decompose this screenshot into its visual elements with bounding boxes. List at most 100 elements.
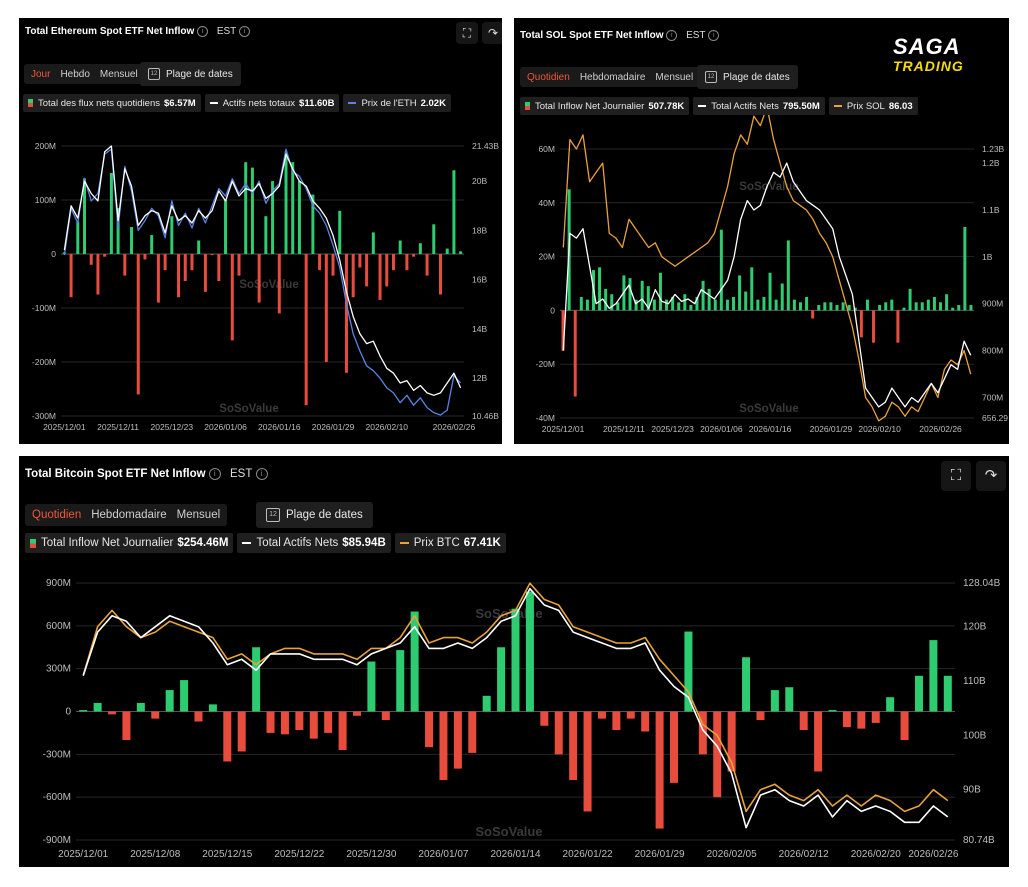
legend-value: $85.94B <box>342 537 386 549</box>
x-tick-label: 2026/01/06 <box>700 424 743 434</box>
flow-bar <box>738 275 742 311</box>
y2-tick-label: 656.29 <box>982 413 1008 423</box>
legend-item-assets[interactable]: Total Actifs Nets $85.94B <box>237 533 391 553</box>
gold-line-icon <box>833 105 842 107</box>
flow-bar <box>814 711 823 772</box>
legend-value: $11.60B <box>299 97 335 109</box>
flow-bar <box>719 229 723 311</box>
legend-item-price[interactable]: Prix de l'ETH 2.02K <box>343 94 451 112</box>
flow-bar <box>266 711 275 733</box>
flow-bar <box>865 299 869 311</box>
legend-item-flow[interactable]: Total Inflow Net Journalier $254.46M <box>25 533 234 553</box>
panel-title: Total Bitcoin Spot ETF Net Inflow i EST … <box>25 468 268 480</box>
flow-bar <box>926 299 930 311</box>
flow-bar <box>371 232 375 254</box>
x-tick-label: 2025/12/15 <box>202 849 252 860</box>
flow-bar <box>641 711 650 732</box>
flow-bar <box>93 702 102 712</box>
flow-bar <box>655 711 664 829</box>
tab-monthly[interactable]: Mensuel <box>176 509 221 521</box>
tab-week[interactable]: Hebdo <box>60 68 90 80</box>
x-tick-label: 2026/01/07 <box>418 849 468 860</box>
flow-bar <box>194 711 203 722</box>
flow-bar <box>197 240 201 254</box>
flow-bar <box>695 296 699 311</box>
legend-item-flow[interactable]: Total des flux nets quotidiens $6.57M <box>23 94 201 112</box>
flow-bar <box>786 240 790 311</box>
flow-bar <box>453 711 462 769</box>
y-tick-label: 900M <box>46 578 71 589</box>
flow-bar <box>799 711 808 731</box>
fullscreen-button[interactable]: ⛶ <box>941 461 971 491</box>
share-button[interactable]: ↷ <box>976 461 1006 491</box>
legend: Total Inflow Net Journalier $254.46M Tot… <box>25 533 510 553</box>
flow-bar <box>190 254 194 271</box>
timezone-label: EST <box>229 468 253 481</box>
share-button[interactable]: ↷ <box>482 22 502 44</box>
flow-bar <box>224 200 228 254</box>
flow-bar <box>398 240 402 254</box>
legend-item-price[interactable]: Prix BTC 67.41K <box>394 533 506 553</box>
watermark: SoSoValue <box>739 403 798 415</box>
info-icon[interactable]: i <box>666 30 678 41</box>
flow-bar <box>951 307 955 311</box>
flow-bar <box>525 591 534 712</box>
flow-bar <box>914 675 923 712</box>
tab-month[interactable]: Mensuel <box>99 68 138 80</box>
brand-line-2: TRADING <box>893 58 964 74</box>
flow-bar <box>756 299 760 311</box>
calendar-icon: 12 <box>148 68 160 80</box>
flow-bar <box>707 288 711 311</box>
flow-bar <box>497 647 506 712</box>
flow-bar <box>896 310 900 343</box>
total-assets-line <box>562 162 972 408</box>
y2-tick-label: 700M <box>982 393 1003 403</box>
y-tick-label: -600M <box>43 792 71 803</box>
y2-tick-label: 1.23B <box>982 144 1005 154</box>
flow-bar <box>352 711 361 716</box>
info-icon[interactable]: i <box>208 468 221 480</box>
legend-label: Total Inflow Net Journalier <box>41 537 174 549</box>
flow-bar <box>597 711 606 719</box>
tab-weekly[interactable]: Hebdomadaire <box>579 71 646 83</box>
flow-bar <box>583 711 592 812</box>
flow-bar <box>829 302 833 311</box>
tab-monthly[interactable]: Mensuel <box>655 71 694 83</box>
tab-daily[interactable]: Quotidien <box>32 509 82 521</box>
flow-bar <box>963 227 967 311</box>
legend-item-price[interactable]: Prix SOL 86.03 <box>828 97 918 115</box>
flow-bar <box>76 221 80 254</box>
flow-bar <box>579 296 583 311</box>
fullscreen-button[interactable]: ⛶ <box>456 22 478 44</box>
info-icon[interactable]: i <box>255 468 268 480</box>
tab-weekly[interactable]: Hebdomadaire <box>91 509 167 521</box>
flow-bar <box>237 254 241 276</box>
info-icon[interactable]: i <box>708 30 720 41</box>
x-tick-label: 2026/01/29 <box>810 424 853 434</box>
info-icon[interactable]: i <box>197 26 209 37</box>
legend-item-assets[interactable]: Total Actifs Nets 795.50M <box>693 97 825 115</box>
flow-bar <box>344 254 348 373</box>
calendar-icon: 12 <box>705 71 717 83</box>
flow-bar <box>585 299 589 311</box>
flow-bar <box>612 711 621 731</box>
legend-item-flow[interactable]: Total Inflow Net Journalier 507.78K <box>520 97 690 115</box>
x-tick-label: 2026/02/26 <box>433 422 476 432</box>
flow-bar <box>756 711 765 721</box>
date-range-button[interactable]: 12 Plage de dates <box>140 62 241 86</box>
x-tick-label: 2026/01/29 <box>312 422 355 432</box>
flow-bar <box>252 647 261 712</box>
period-tabs: Jour Hebdo Mensuel <box>24 64 145 84</box>
legend-item-assets[interactable]: Actifs nets totaux $11.60B <box>204 94 340 112</box>
flow-bar <box>914 302 918 311</box>
total-assets-line <box>63 145 462 396</box>
flow-bar <box>835 305 839 311</box>
date-range-button[interactable]: 12 Plage de dates <box>697 65 798 89</box>
tab-daily[interactable]: Quotidien <box>527 71 570 83</box>
tab-day[interactable]: Jour <box>31 68 51 80</box>
info-icon[interactable]: i <box>239 26 251 37</box>
date-range-button[interactable]: 12 Plage de dates <box>256 502 373 528</box>
flow-bar <box>573 310 577 397</box>
legend-label: Prix BTC <box>413 537 460 549</box>
flow-bar <box>744 291 748 311</box>
